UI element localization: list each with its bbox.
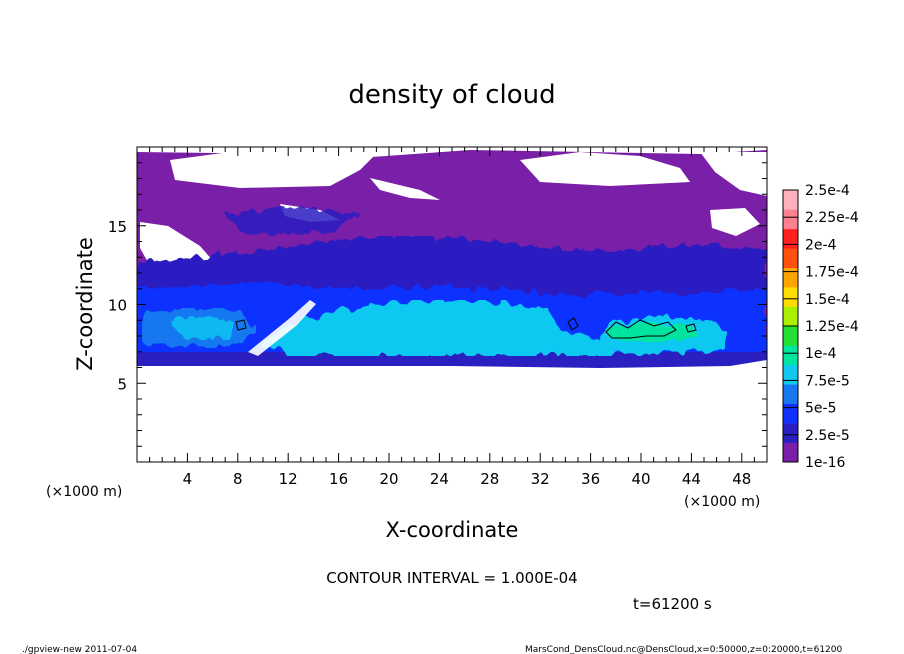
colorbar-label: 1.5e-4 <box>805 292 850 308</box>
cloud-free-streak <box>248 300 316 356</box>
colorbar-swatch <box>783 442 798 463</box>
x-tick-label: 28 <box>480 470 499 488</box>
x-unit-left: (×1000 m) <box>46 484 122 500</box>
x-unit-right: (×1000 m) <box>684 494 760 510</box>
colorbar-swatch <box>783 248 798 269</box>
colorbar-swatch <box>783 267 798 288</box>
chart-title: density of cloud <box>348 80 555 110</box>
x-tick-label: 4 <box>183 470 193 488</box>
colorbar-label: 2.25e-4 <box>805 210 859 226</box>
colorbar-label: 1e-16 <box>805 455 845 471</box>
footer-left: ./gpview-new 2011-07-04 <box>22 645 137 654</box>
contour-line-2 <box>235 319 247 331</box>
cloud-free-gap-6 <box>370 178 440 200</box>
colorbar-swatch <box>783 364 798 385</box>
contour-line-0 <box>605 319 677 339</box>
colorbar-label: 2e-4 <box>805 237 837 253</box>
green-patch <box>604 322 700 342</box>
colorbar-label: 1e-4 <box>805 346 837 362</box>
colorbar-label: 1.25e-4 <box>805 319 859 335</box>
cloud-free-gap-2 <box>700 152 767 196</box>
x-tick-label: 40 <box>631 470 650 488</box>
x-axis-ticks: 4 8 12 16 20 24 28 32 36 40 44 48 <box>149 147 755 488</box>
cloud-free-gap-5 <box>710 208 760 236</box>
colorbar-swatch <box>783 306 798 327</box>
cloud-free-gap-0 <box>170 150 380 188</box>
contour-line-1 <box>567 317 579 331</box>
contour-interval: CONTOUR INTERVAL = 1.000E-04 <box>326 569 577 587</box>
colorbar-swatch <box>783 228 798 249</box>
colorbar-label: 2.5e-4 <box>805 183 850 199</box>
x-axis-label: X-coordinate <box>386 518 519 542</box>
colorbar-swatch <box>783 209 798 230</box>
x-tick-label: 24 <box>430 470 449 488</box>
colorbar-swatch <box>783 403 798 424</box>
colorbar-label: 2.5e-5 <box>805 428 850 444</box>
colorbar-swatch <box>783 326 798 346</box>
colorbar-label: 7.5e-5 <box>805 373 850 389</box>
contour-line-3 <box>685 323 697 333</box>
x-tick-label: 16 <box>329 470 348 488</box>
y-axis-ticks: 5 10 15 <box>108 162 767 447</box>
colorbar: 1e-16 2.5e-5 5e-5 7.5e-5 1e-4 1.25e-4 1.5e-4 1.… <box>782 183 859 471</box>
contour-lines <box>235 317 697 339</box>
x-tick-label: 12 <box>279 470 298 488</box>
density-field <box>137 150 767 368</box>
x-tick-label: 48 <box>732 470 751 488</box>
colorbar-swatch <box>783 345 798 366</box>
x-tick-label: 20 <box>379 470 398 488</box>
y-axis-label: Z-coordinate <box>73 237 97 371</box>
cyan-main <box>262 300 730 356</box>
x-tick-label: 44 <box>682 470 701 488</box>
footer-right: MarsCond_DensCloud.nc@DensCloud,x=0:5000… <box>525 645 842 654</box>
y-tick-label: 5 <box>117 375 127 393</box>
x-tick-label: 8 <box>233 470 243 488</box>
middle-band-upper-patch <box>220 206 360 236</box>
colorbar-swatch <box>783 423 798 443</box>
colorbar-swatch <box>783 384 798 405</box>
cloud-free-gap-1 <box>520 152 690 186</box>
colorbar-swatch <box>783 287 798 307</box>
x-tick-label: 32 <box>531 470 550 488</box>
y-tick-label: 10 <box>108 297 127 315</box>
colorbar-swatch <box>783 190 798 210</box>
colorbar-label: 1.75e-4 <box>805 265 859 281</box>
cyan-left-core <box>170 316 236 340</box>
colorbar-label: 5e-5 <box>805 401 836 417</box>
y-tick-label: 15 <box>108 218 127 236</box>
time-label: t=61200 s <box>633 595 712 613</box>
x-tick-label: 36 <box>581 470 600 488</box>
